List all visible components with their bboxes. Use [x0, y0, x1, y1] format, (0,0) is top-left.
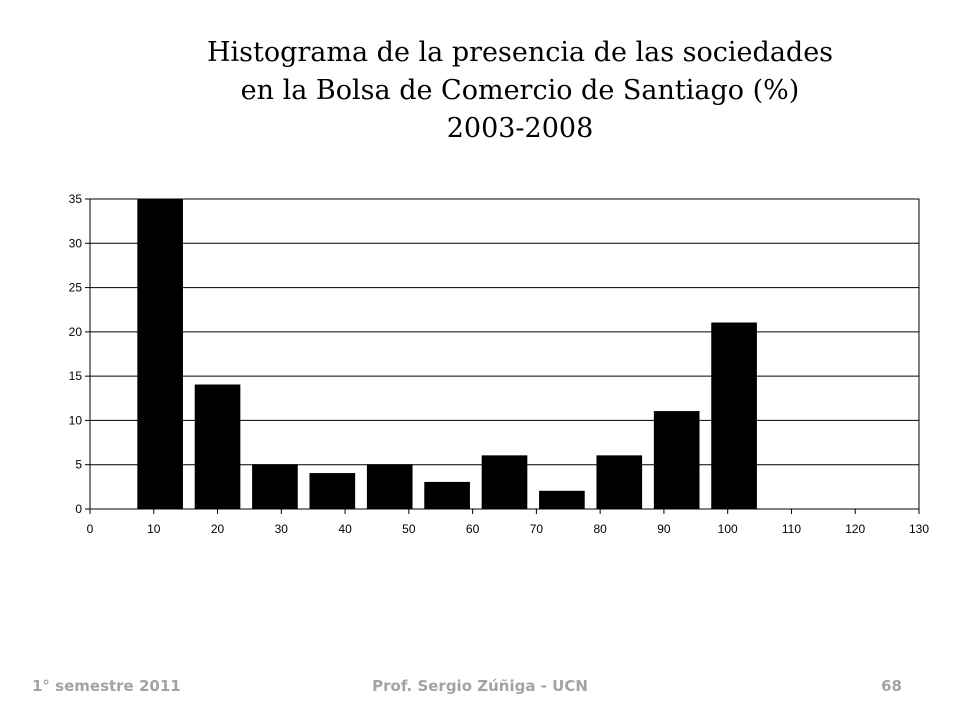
x-tick-label: 10: [147, 522, 161, 536]
histogram-bar: [194, 384, 241, 510]
chart-title-line-2: en la Bolsa de Comercio de Santiago (%): [240, 75, 800, 106]
histogram-bar: [539, 490, 585, 510]
x-tick-label: 110: [782, 522, 801, 536]
histogram-bar: [366, 464, 413, 510]
y-tick-label: 20: [69, 325, 83, 339]
histogram-bar: [137, 198, 183, 510]
footer-page-number: 68: [881, 677, 902, 695]
x-tick-label: 80: [593, 522, 607, 536]
x-tick-label: 40: [338, 522, 352, 536]
histogram-bar: [596, 455, 643, 510]
y-tick-label: 15: [69, 369, 83, 383]
histogram-bar: [252, 464, 298, 510]
x-tick-label: 30: [275, 522, 289, 536]
x-tick-label: 50: [402, 522, 416, 536]
bars: [137, 198, 757, 510]
y-tick-label: 5: [75, 458, 82, 472]
x-axis: 0 10 20 30 40 50 60 70 80 90 100 110 120 130: [87, 509, 929, 536]
x-tick-label: 90: [657, 522, 671, 536]
x-tick-label: 20: [211, 522, 225, 536]
x-tick-label: 60: [466, 522, 480, 536]
footer-author: Prof. Sergio Zúñiga - UCN: [372, 677, 588, 695]
y-tick-label: 35: [69, 192, 83, 206]
y-tick-label: 10: [69, 413, 83, 427]
histogram-bar: [309, 473, 356, 510]
x-tick-label: 130: [909, 522, 929, 536]
chart-title: Histograma de la presencia de las socied…: [120, 34, 920, 148]
histogram-bar: [711, 322, 757, 510]
footer-semester: 1° semestre 2011: [32, 677, 181, 695]
x-tick-label: 100: [718, 522, 738, 536]
chart-title-line-1: Histograma de la presencia de las socied…: [206, 37, 834, 68]
x-tick-label: 0: [87, 522, 94, 536]
y-tick-label: 30: [69, 236, 83, 250]
y-tick-label: 25: [69, 281, 83, 295]
histogram-bar: [424, 481, 470, 510]
chart-title-line-3: 2003-2008: [446, 113, 594, 144]
histogram-bar: [653, 411, 700, 510]
y-tick-label: 0: [75, 502, 82, 516]
x-tick-label: 70: [530, 522, 544, 536]
histogram-bar: [481, 455, 528, 510]
y-axis: 0 5 10 15 20 25 30 35: [69, 192, 90, 516]
x-tick-label: 120: [845, 522, 865, 536]
